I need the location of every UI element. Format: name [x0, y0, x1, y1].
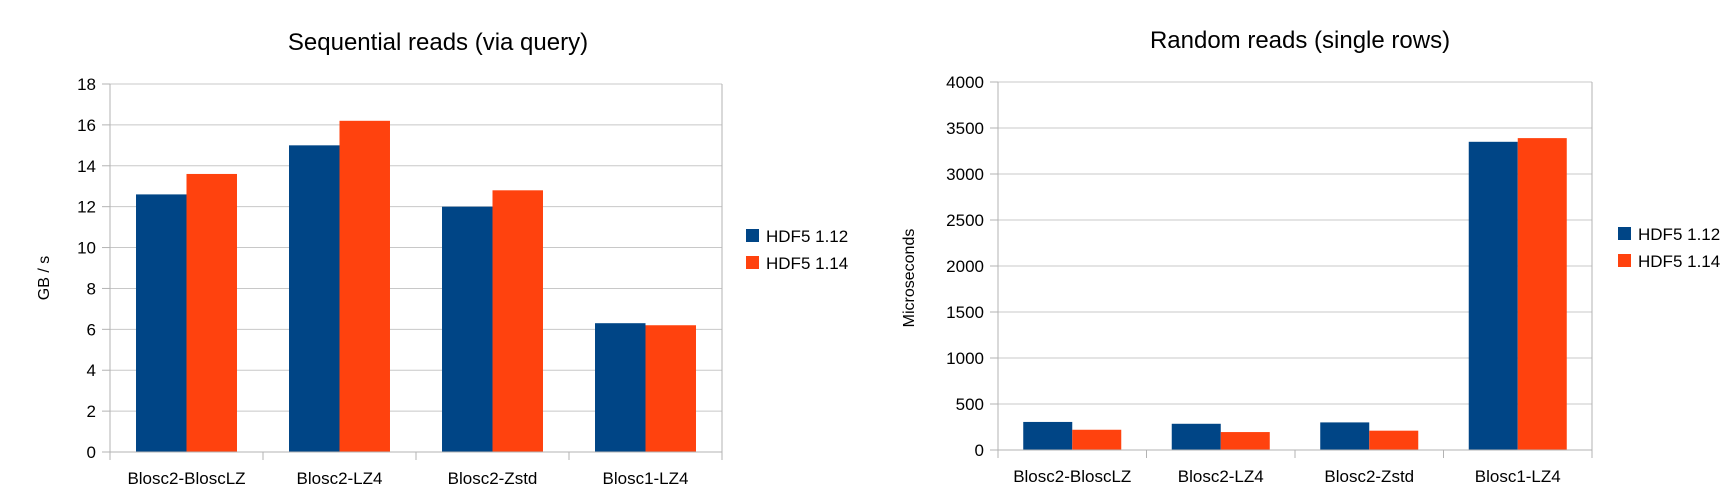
- y-tick-label: 4: [87, 361, 96, 380]
- x-category-label: Blosc2-BloscLZ: [1013, 467, 1131, 486]
- y-tick-label: 16: [77, 116, 96, 135]
- y-tick-label: 3000: [946, 165, 984, 184]
- legend-label: HDF5 1.14: [766, 254, 848, 273]
- legend-label: HDF5 1.12: [766, 227, 848, 246]
- plot-area: 0 500 1000 1500 2000 2500 3000 3500 4000 Blosc2-B…: [946, 73, 1593, 486]
- chart-title: Random reads (single rows): [1150, 27, 1450, 54]
- y-tick-label: 2500: [946, 211, 984, 230]
- plot-area: 0 2 4 6 8 10 12 14 16 18 Blosc2-BloscLZ Blosc2-LZ4 B…: [77, 75, 723, 488]
- bar-hdf5-1-14: [1220, 432, 1270, 450]
- y-tick-label: 1500: [946, 303, 984, 322]
- legend-swatch: [1618, 227, 1631, 240]
- bar-hdf5-1-14: [1369, 430, 1419, 450]
- y-tick-label: 0: [975, 441, 984, 460]
- x-category-label: Blosc2-Zstd: [1324, 467, 1414, 486]
- x-category-label: Blosc1-LZ4: [603, 469, 689, 488]
- legend-swatch: [746, 229, 759, 242]
- bar-hdf5-1-14: [1072, 429, 1122, 450]
- legend-swatch: [1618, 254, 1631, 267]
- bar-hdf5-1-14: [492, 190, 543, 453]
- random-reads-chart: Random reads (single rows) Microseconds …: [901, 27, 1720, 486]
- bar-hdf5-1-12: [595, 323, 646, 452]
- bar-hdf5-1-12: [289, 145, 340, 453]
- y-tick-label: 0: [87, 443, 96, 462]
- legend: HDF5 1.12 HDF5 1.14: [1618, 225, 1720, 271]
- x-category-label: Blosc2-LZ4: [297, 469, 383, 488]
- y-tick-label: 3500: [946, 119, 984, 138]
- bar-hdf5-1-14: [645, 325, 696, 452]
- chart-title: Sequential reads (via query): [288, 29, 588, 56]
- y-tick-label: 12: [77, 198, 96, 217]
- legend-label: HDF5 1.12: [1638, 225, 1720, 244]
- y-tick-label: 2000: [946, 257, 984, 276]
- bar-hdf5-1-14: [1517, 138, 1567, 450]
- bar-hdf5-1-12: [136, 194, 187, 452]
- legend-label: HDF5 1.14: [1638, 252, 1720, 271]
- y-tick-label: 2: [87, 402, 96, 421]
- y-tick-label: 6: [87, 320, 96, 339]
- y-axis-label: GB / s: [36, 256, 53, 300]
- y-tick-label: 14: [77, 157, 96, 176]
- bar-hdf5-1-14: [339, 120, 390, 453]
- bar-hdf5-1-12: [1320, 422, 1370, 450]
- bar-hdf5-1-12: [1468, 141, 1518, 451]
- y-axis-label: Microseconds: [901, 229, 918, 328]
- bar-hdf5-1-12: [442, 206, 493, 452]
- sequential-reads-chart: Sequential reads (via query) GB / s 0 2 4 6…: [36, 29, 848, 488]
- x-category-label: Blosc2-LZ4: [1178, 467, 1264, 486]
- y-tick-label: 1000: [946, 349, 984, 368]
- bar-hdf5-1-12: [1023, 421, 1073, 450]
- legend-swatch: [746, 256, 759, 269]
- y-tick-label: 10: [77, 239, 96, 258]
- bar-hdf5-1-12: [1171, 423, 1221, 450]
- x-category-label: Blosc2-BloscLZ: [127, 469, 245, 488]
- y-tick-label: 8: [87, 279, 96, 298]
- x-category-label: Blosc2-Zstd: [448, 469, 538, 488]
- legend: HDF5 1.12 HDF5 1.14: [746, 227, 848, 273]
- x-category-label: Blosc1-LZ4: [1475, 467, 1561, 486]
- y-tick-label: 500: [956, 395, 984, 414]
- bar-hdf5-1-14: [186, 173, 237, 452]
- y-tick-label: 18: [77, 75, 96, 94]
- y-tick-label: 4000: [946, 73, 984, 92]
